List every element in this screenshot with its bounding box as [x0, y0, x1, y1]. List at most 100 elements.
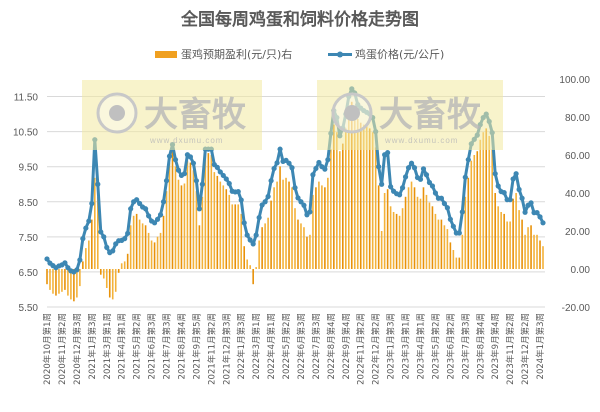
price-point [519, 195, 525, 201]
price-point [262, 199, 268, 205]
profit-bar [162, 215, 165, 269]
price-point [241, 220, 247, 226]
legend-swatch-profit [155, 51, 177, 58]
legend-marker-price [337, 51, 343, 58]
price-point [298, 199, 304, 205]
profit-bar [371, 132, 374, 269]
profit-bar [336, 132, 338, 269]
price-point [220, 172, 226, 179]
price-point [513, 171, 519, 177]
price-point [253, 232, 259, 238]
profit-bar [327, 177, 329, 269]
legend: 蛋鸡预期盈利(元/只)右 鸡蛋价格(元/公斤) [155, 47, 444, 61]
x-tick-label: 2023年5月第2周 [430, 313, 441, 379]
price-point [423, 172, 430, 178]
price-point [199, 181, 205, 187]
price-point [238, 197, 244, 203]
profit-bar [261, 227, 263, 269]
profit-bar [419, 198, 422, 269]
profit-bar [117, 269, 120, 273]
profit-bar [58, 269, 60, 294]
price-point [322, 166, 328, 172]
profit-bar [467, 177, 470, 269]
profit-bar [204, 153, 207, 269]
price-point [104, 244, 110, 250]
price-point [271, 165, 277, 172]
profit-bar [82, 261, 84, 269]
price-point [402, 174, 409, 180]
y-right-tick-label: 100.00 [559, 75, 590, 86]
profit-bar [64, 269, 66, 290]
profit-bar [401, 208, 404, 269]
profit-bar [46, 269, 48, 285]
y-right-tick-label: 20.00 [565, 227, 590, 238]
x-tick-label: 2022年12月第2周 [371, 313, 382, 385]
profit-bar [347, 109, 350, 270]
price-point [214, 164, 220, 170]
price-point [465, 157, 471, 163]
profit-bar [141, 223, 144, 269]
profit-bar [52, 269, 54, 294]
profit-bar [105, 269, 108, 288]
price-point [528, 200, 534, 206]
price-point [447, 216, 453, 222]
watermark-logo-text: 大畜牧 [144, 95, 247, 135]
profit-bar [291, 187, 293, 269]
profit-bar [321, 185, 323, 269]
profit-bar [449, 242, 452, 269]
price-point [441, 200, 447, 207]
profit-bar [512, 198, 514, 269]
profit-bar [234, 204, 237, 269]
price-point [77, 257, 83, 263]
profit-bar [506, 221, 508, 269]
x-tick-label: 2020年11月第2周 [57, 313, 68, 385]
price-point [89, 200, 95, 207]
price-point [444, 205, 450, 211]
profit-bar [273, 187, 275, 269]
profit-bar [524, 234, 526, 269]
profit-bar [99, 269, 102, 275]
profit-bar [404, 196, 407, 269]
profit-bar [138, 219, 141, 269]
y-right-tick-label: 80.00 [565, 113, 590, 124]
profit-bar [488, 136, 491, 269]
watermark-url: www.dxumu.com [384, 136, 458, 145]
profit-bar [288, 181, 290, 269]
price-point [316, 159, 322, 166]
price-point [217, 169, 223, 175]
price-point [385, 150, 391, 156]
profit-bar [509, 221, 511, 269]
price-point [396, 192, 403, 198]
price-point [265, 193, 271, 200]
profit-bar [479, 139, 482, 269]
price-point [277, 146, 283, 152]
profit-bar [222, 185, 225, 269]
profit-bar [458, 257, 461, 269]
profit-bar [156, 236, 159, 269]
profit-bar [494, 193, 496, 269]
price-point [193, 178, 199, 184]
profit-bar [76, 269, 78, 298]
x-tick-label: 2021年12月第3周 [221, 313, 232, 385]
profit-bar [240, 213, 243, 269]
price-point [223, 176, 229, 182]
y-left-tick-label: 5.50 [19, 303, 39, 314]
x-tick-label: 2020年10月第1周 [42, 313, 53, 385]
profit-bar [416, 196, 419, 269]
profit-bar [464, 196, 467, 269]
x-tick-label: 2021年9月第5周 [191, 313, 202, 379]
profit-bar [49, 269, 51, 290]
profit-bar [243, 246, 246, 269]
profit-bar [422, 187, 425, 269]
price-point [420, 166, 427, 172]
price-point [74, 267, 80, 273]
price-point [292, 185, 298, 191]
profit-bar [150, 240, 153, 269]
profit-bar [186, 160, 189, 269]
x-tick-label: 2023年6月第2周 [445, 313, 456, 379]
profit-bar [237, 204, 240, 269]
price-point [274, 160, 280, 166]
profit-bar [482, 132, 485, 269]
price-point [495, 183, 501, 189]
